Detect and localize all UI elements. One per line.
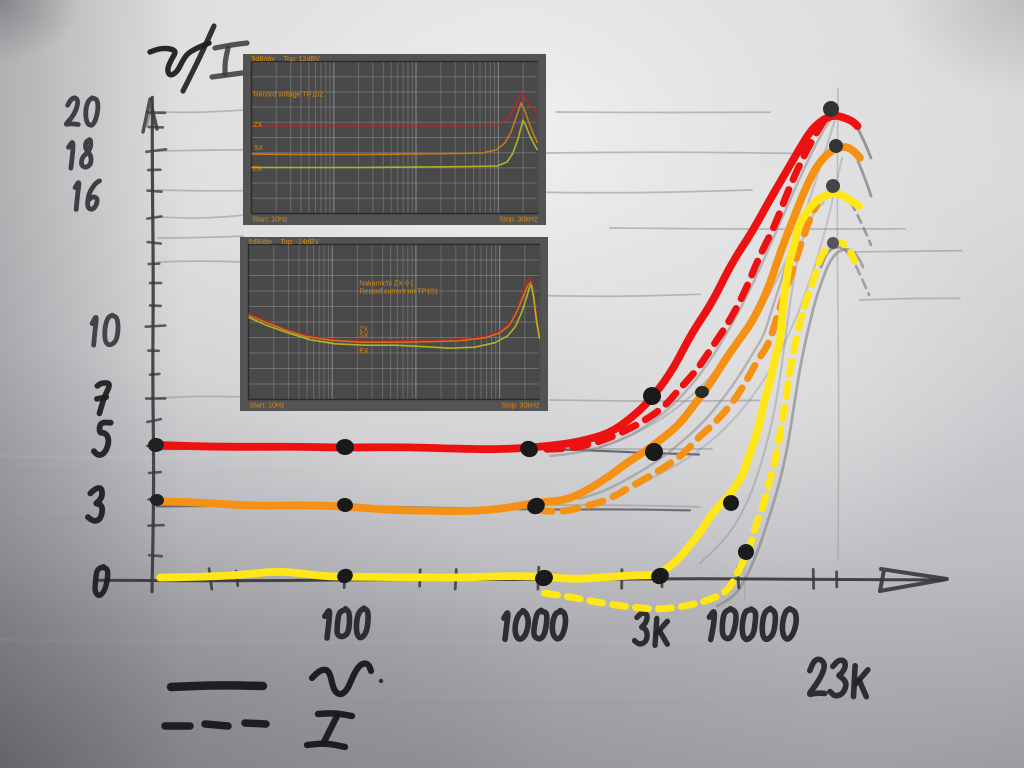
svg-text:Stop: 30kHz: Stop: 30kHz	[499, 217, 538, 224]
svg-text:Top: -14dBV: Top: -14dBV	[281, 239, 320, 246]
svg-text:Top: 12dBV: Top: 12dBV	[284, 56, 321, 63]
svg-text:EX: EX	[359, 348, 369, 355]
svg-text:5dB/div: 5dB/div	[252, 56, 276, 63]
svg-text:Record current on TP101: Record current on TP101	[360, 288, 439, 295]
svg-text:EX: EX	[253, 166, 263, 173]
svg-text:ZX: ZX	[254, 122, 263, 129]
svg-text:5dB/div: 5dB/div	[249, 239, 273, 246]
svg-text:SX: SX	[359, 333, 369, 340]
svg-text:Nakamichi ZX-9 (: Nakamichi ZX-9 (	[359, 281, 414, 288]
svg-text:SX: SX	[254, 145, 264, 152]
svg-text:Stop: 30kHz: Stop: 30kHz	[501, 403, 540, 410]
svg-text:Start: 10Hz: Start: 10Hz	[250, 403, 286, 410]
svg-text:ZX: ZX	[359, 327, 368, 334]
svg-text:'Record voltage TP102: 'Record voltage TP102	[252, 92, 323, 99]
svg-text:Start: 10Hz: Start: 10Hz	[253, 217, 289, 224]
